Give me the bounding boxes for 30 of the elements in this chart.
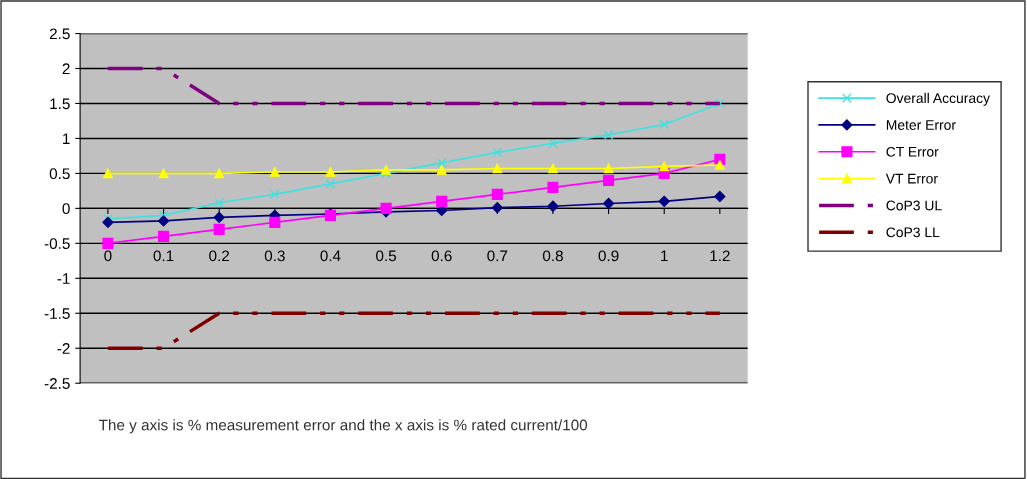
- y-tick-label: 2: [62, 63, 70, 75]
- x-tick-label: 0.8: [542, 250, 563, 262]
- x-tick-label: 0.5: [376, 250, 397, 262]
- x-tick-label: 1: [661, 250, 668, 262]
- y-tick-label: 1: [63, 133, 70, 144]
- y-tick-label: 0: [62, 203, 70, 215]
- legend-label: Meter Error: [886, 120, 956, 130]
- x-tick-label: 1.2: [710, 250, 730, 262]
- y-tick-label: 2.5: [49, 28, 70, 40]
- x-tick-label: 0.6: [431, 250, 452, 262]
- y-tick-label: 0.5: [49, 168, 70, 180]
- legend-label: Overall Accuracy: [886, 92, 990, 106]
- legend-label: CT Error: [886, 146, 939, 157]
- y-tick-label: -2.5: [44, 378, 70, 389]
- legend-label: CoP3 LL: [886, 227, 940, 238]
- x-tick-label: 0.2: [209, 250, 230, 262]
- text: The y axis is % measurement error and the x axis is % rated current/100: [98, 419, 588, 434]
- x-tick-label: 0.4: [320, 250, 341, 262]
- x-tick-label: 0.9: [598, 250, 619, 262]
- legend-label: CoP3 UL: [886, 200, 942, 211]
- legend-label: VT Error: [885, 173, 938, 184]
- y-tick-label: -1: [57, 273, 70, 284]
- x-tick-label: 0: [104, 250, 112, 262]
- x-tick-label: 0.1: [153, 250, 174, 262]
- x-tick-label: 0.7: [487, 250, 508, 262]
- y-tick-label: -1.5: [44, 308, 70, 319]
- y-tick-label: -0.5: [44, 238, 70, 250]
- y-tick-label: -2: [57, 343, 70, 354]
- x-tick-label: 0.3: [264, 250, 285, 262]
- y-tick-label: 1.5: [50, 98, 70, 110]
